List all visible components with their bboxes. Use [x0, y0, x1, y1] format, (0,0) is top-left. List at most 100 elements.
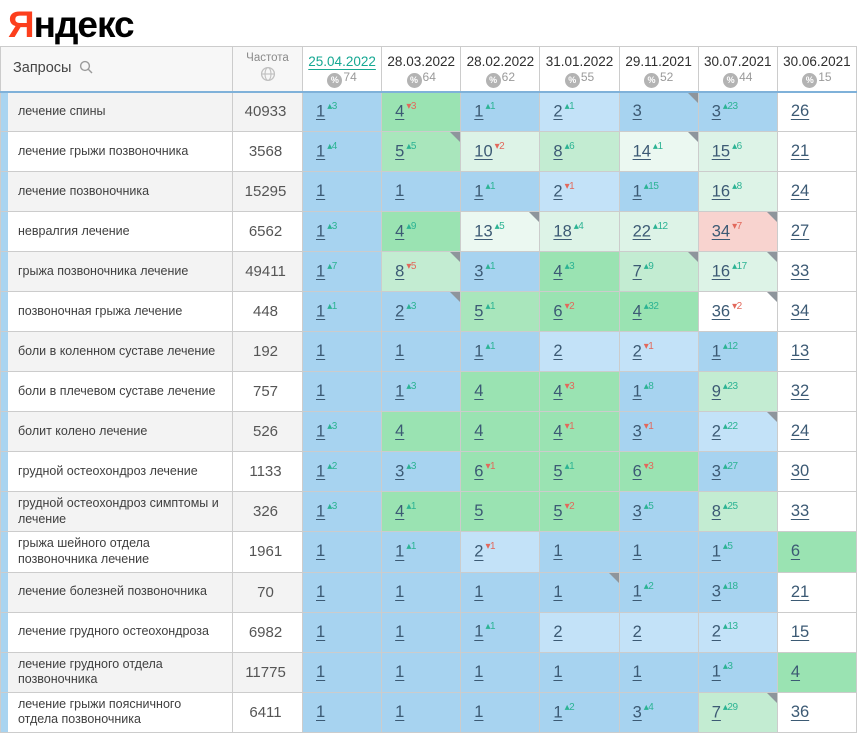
- query-cell[interactable]: грыжа шейного отдела позвоночника лечени…: [0, 531, 233, 573]
- position-link[interactable]: 1: [395, 622, 405, 641]
- position-link[interactable]: 5: [553, 502, 563, 521]
- position-link[interactable]: 21: [790, 142, 810, 160]
- position-link[interactable]: 4: [395, 502, 405, 521]
- row-select-strip[interactable]: [1, 412, 8, 451]
- position-link[interactable]: 4: [474, 422, 484, 440]
- position-link[interactable]: 10: [474, 142, 493, 161]
- position-link[interactable]: 3: [632, 422, 642, 441]
- position-link[interactable]: 5: [553, 462, 563, 481]
- row-select-strip[interactable]: [1, 92, 8, 131]
- row-select-strip[interactable]: [1, 332, 8, 371]
- position-link[interactable]: 6: [632, 462, 642, 481]
- query-cell[interactable]: боли в плечевом суставе лечение: [0, 371, 233, 412]
- position-link[interactable]: 1: [316, 462, 326, 481]
- position-link[interactable]: 4: [395, 222, 405, 241]
- position-link[interactable]: 16: [711, 182, 731, 201]
- position-link[interactable]: 6: [553, 302, 563, 321]
- position-link[interactable]: 9: [711, 382, 721, 401]
- position-link[interactable]: 7: [711, 703, 721, 722]
- position-link[interactable]: 1: [316, 182, 326, 200]
- position-link[interactable]: 1: [553, 542, 563, 561]
- date-link[interactable]: 28.03.2022: [387, 53, 455, 69]
- position-link[interactable]: 2: [711, 422, 721, 441]
- query-cell[interactable]: грудной остеохондроз лечение: [0, 451, 233, 492]
- position-link[interactable]: 18: [553, 222, 572, 241]
- position-link[interactable]: 1: [316, 222, 326, 241]
- position-link[interactable]: 33: [790, 262, 810, 280]
- position-link[interactable]: 1: [395, 582, 405, 601]
- position-link[interactable]: 14: [632, 142, 651, 161]
- position-link[interactable]: 1: [474, 582, 484, 601]
- position-link[interactable]: 1: [395, 342, 405, 360]
- position-link[interactable]: 2: [553, 102, 563, 121]
- position-link[interactable]: 6: [474, 462, 484, 481]
- position-link[interactable]: 6: [790, 542, 801, 561]
- search-icon[interactable]: [79, 60, 93, 78]
- position-link[interactable]: 24: [790, 422, 810, 440]
- position-link[interactable]: 1: [316, 382, 326, 400]
- row-select-strip[interactable]: [1, 292, 8, 331]
- position-link[interactable]: 34: [711, 222, 731, 241]
- date-link[interactable]: 29.11.2021: [625, 53, 692, 69]
- position-link[interactable]: 2: [711, 622, 721, 641]
- position-link[interactable]: 4: [553, 262, 563, 281]
- position-link[interactable]: 1: [553, 582, 563, 601]
- position-link[interactable]: 8: [711, 502, 721, 521]
- position-link[interactable]: 15: [711, 142, 731, 161]
- position-link[interactable]: 1: [316, 102, 326, 121]
- date-link[interactable]: 25.04.2022: [308, 53, 376, 69]
- position-link[interactable]: 1: [711, 342, 721, 361]
- date-link[interactable]: 30.06.2021: [783, 53, 851, 69]
- position-link[interactable]: 5: [395, 142, 405, 161]
- query-cell[interactable]: грыжа позвоночника лечение: [0, 251, 233, 292]
- position-link[interactable]: 1: [395, 662, 405, 681]
- position-link[interactable]: 13: [474, 222, 493, 241]
- position-link[interactable]: 1: [316, 702, 326, 721]
- position-link[interactable]: 1: [553, 662, 563, 681]
- globe-icon[interactable]: [260, 66, 276, 85]
- query-cell[interactable]: боли в коленном суставе лечение: [0, 331, 233, 372]
- position-link[interactable]: 2: [553, 342, 563, 360]
- query-cell[interactable]: лечение грудного остеохондроза: [0, 611, 233, 653]
- position-link[interactable]: 8: [395, 262, 405, 281]
- position-link[interactable]: 4: [632, 302, 642, 321]
- row-select-strip[interactable]: [1, 652, 8, 692]
- row-select-strip[interactable]: [1, 132, 8, 171]
- position-link[interactable]: 7: [632, 262, 642, 281]
- position-link[interactable]: 24: [790, 182, 810, 200]
- position-link[interactable]: 8: [553, 142, 563, 161]
- position-link[interactable]: 22: [632, 222, 651, 241]
- position-link[interactable]: 32: [790, 382, 810, 400]
- position-link[interactable]: 3: [474, 262, 484, 281]
- position-link[interactable]: 1: [316, 302, 326, 321]
- position-link[interactable]: 4: [395, 422, 405, 440]
- row-select-strip[interactable]: [1, 452, 8, 491]
- position-link[interactable]: 4: [395, 102, 405, 121]
- position-link[interactable]: 1: [632, 582, 642, 601]
- position-link[interactable]: 2: [632, 622, 642, 641]
- date-link[interactable]: 30.07.2021: [703, 53, 772, 69]
- position-link[interactable]: 3: [632, 703, 642, 722]
- query-cell[interactable]: лечение позвоночника: [0, 171, 233, 212]
- position-link[interactable]: 1: [316, 662, 326, 681]
- row-select-strip[interactable]: [1, 252, 8, 291]
- position-link[interactable]: 1: [474, 702, 484, 721]
- position-link[interactable]: 1: [316, 422, 326, 441]
- position-link[interactable]: 3: [711, 582, 721, 601]
- position-link[interactable]: 36: [711, 302, 731, 321]
- position-link[interactable]: 1: [316, 622, 326, 641]
- position-link[interactable]: 1: [474, 622, 484, 641]
- position-link[interactable]: 3: [632, 102, 642, 121]
- position-link[interactable]: 1: [711, 662, 721, 681]
- position-link[interactable]: 4: [790, 662, 801, 681]
- position-link[interactable]: 33: [790, 502, 810, 521]
- position-link[interactable]: 3: [711, 102, 721, 121]
- position-link[interactable]: 1: [316, 542, 326, 561]
- position-link[interactable]: 27: [790, 222, 810, 240]
- position-link[interactable]: 1: [395, 702, 405, 721]
- position-link[interactable]: 1: [632, 542, 642, 561]
- position-link[interactable]: 3: [632, 502, 642, 521]
- row-select-strip[interactable]: [1, 572, 8, 612]
- position-link[interactable]: 1: [316, 262, 326, 281]
- query-cell[interactable]: лечение грудного отдела позвоночника: [0, 651, 233, 693]
